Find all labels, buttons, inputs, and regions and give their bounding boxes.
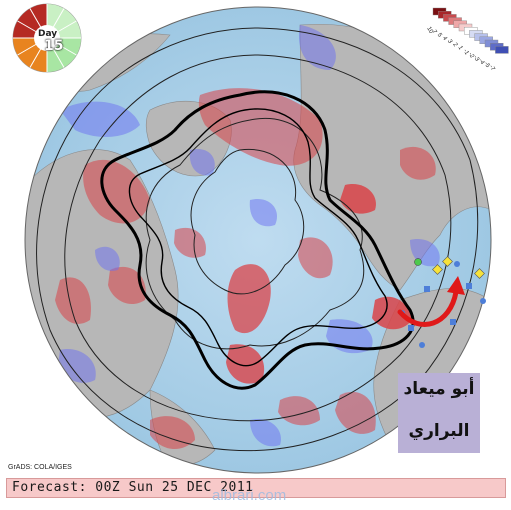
day-label: Day xyxy=(38,29,58,39)
secondary-contour xyxy=(128,108,388,367)
legend-label: -2 xyxy=(467,52,475,60)
primary-contour xyxy=(100,90,415,390)
legend-label: -1 xyxy=(462,48,470,56)
watermark: albrari.com xyxy=(212,487,287,504)
forecast-timestamp: Forecast: 00Z Sun 25 DEC 2011 xyxy=(12,480,254,495)
legend-label: 10 xyxy=(425,26,434,35)
negative-anomaly-shading xyxy=(58,25,440,447)
globe-outline xyxy=(24,6,492,474)
day-number: 15 xyxy=(44,38,64,54)
overlay-label-line2: البراري xyxy=(408,421,470,441)
marker-blue-dot xyxy=(419,342,425,348)
legend-label: 1 xyxy=(456,45,463,51)
marker-blue-dot xyxy=(454,261,460,267)
marker-blue-dot xyxy=(480,298,486,304)
day-wheel xyxy=(12,3,82,73)
height-contours xyxy=(36,27,479,452)
overlay-label-box: أبو ميعاد البراري xyxy=(398,373,480,453)
station-markers xyxy=(399,256,486,348)
marker-yellow-diamond xyxy=(432,264,443,275)
red-arrow xyxy=(397,276,465,327)
marker-green-dot xyxy=(414,258,422,266)
grads-credit: GrADS: COLA/IGES xyxy=(8,464,72,471)
legend-label: -4 xyxy=(477,58,485,66)
legend-label: 2 xyxy=(451,42,458,48)
legend-label: -5 xyxy=(482,61,490,69)
marker-blue-square xyxy=(466,283,472,289)
legend-label: -7 xyxy=(488,64,496,72)
marker-blue-square xyxy=(424,286,430,292)
legend-label: 5 xyxy=(436,32,443,38)
legend-swatch xyxy=(495,46,509,54)
marker-yellow-diamond xyxy=(442,256,453,267)
marker-yellow-diamond xyxy=(474,268,485,279)
marker-blue-square xyxy=(450,319,456,325)
marker-blue-square xyxy=(408,325,414,331)
forecast-footer-bar xyxy=(6,478,506,498)
legend-label: 3 xyxy=(446,39,453,45)
overlay-label-line1: أبو ميعاد xyxy=(403,379,475,399)
legend-label: 7 xyxy=(430,29,437,35)
legend-label: 4 xyxy=(441,36,448,42)
legend-label: -3 xyxy=(472,55,480,63)
